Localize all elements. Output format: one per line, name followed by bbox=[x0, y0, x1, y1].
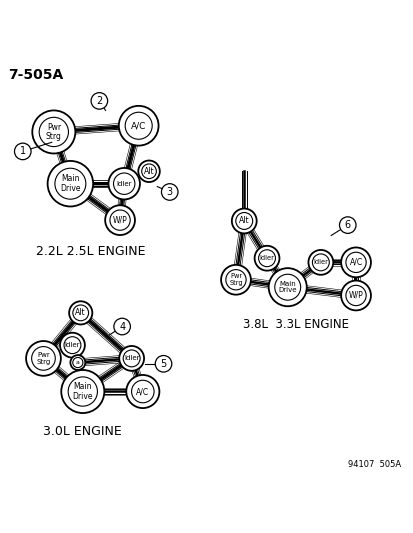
Text: W/P: W/P bbox=[112, 216, 127, 224]
Text: 2.2L 2.5L ENGINE: 2.2L 2.5L ENGINE bbox=[36, 245, 145, 257]
Text: Main
Drive: Main Drive bbox=[278, 281, 296, 294]
Circle shape bbox=[340, 247, 370, 277]
Text: Pwr
Strg: Pwr Strg bbox=[46, 123, 62, 141]
Text: Main
Drive: Main Drive bbox=[72, 382, 93, 401]
Text: Idler: Idler bbox=[116, 181, 132, 187]
Text: Idler: Idler bbox=[259, 255, 274, 261]
Text: 94107  505A: 94107 505A bbox=[348, 459, 401, 469]
Text: Idler: Idler bbox=[123, 356, 139, 361]
Text: Idler: Idler bbox=[64, 342, 80, 348]
Circle shape bbox=[60, 333, 85, 358]
Text: Alt: Alt bbox=[143, 167, 154, 176]
Circle shape bbox=[231, 208, 256, 233]
Circle shape bbox=[91, 93, 107, 109]
Circle shape bbox=[14, 143, 31, 160]
Circle shape bbox=[340, 280, 370, 310]
Circle shape bbox=[105, 205, 135, 235]
Text: 5: 5 bbox=[160, 359, 166, 369]
Text: A/C: A/C bbox=[131, 121, 146, 130]
Circle shape bbox=[254, 246, 279, 271]
Circle shape bbox=[61, 370, 104, 413]
Text: 3: 3 bbox=[166, 187, 172, 197]
Circle shape bbox=[26, 341, 61, 376]
Text: 7-505A: 7-505A bbox=[8, 68, 63, 82]
Circle shape bbox=[69, 301, 92, 325]
Circle shape bbox=[221, 265, 250, 295]
Text: 1: 1 bbox=[20, 147, 26, 156]
Text: 2: 2 bbox=[96, 96, 102, 106]
Text: Alt: Alt bbox=[75, 309, 86, 317]
Text: 4: 4 bbox=[119, 321, 125, 332]
Circle shape bbox=[119, 346, 144, 371]
Text: Pwr
Strg: Pwr Strg bbox=[229, 273, 242, 286]
Text: Main
Drive: Main Drive bbox=[60, 174, 81, 193]
Text: 3.8L  3.3L ENGINE: 3.8L 3.3L ENGINE bbox=[242, 318, 348, 331]
Text: 6: 6 bbox=[344, 220, 350, 230]
Text: A/C: A/C bbox=[136, 387, 149, 396]
Circle shape bbox=[114, 318, 130, 335]
Text: A/C: A/C bbox=[349, 258, 362, 267]
Circle shape bbox=[138, 160, 159, 182]
Circle shape bbox=[161, 184, 178, 200]
Text: a: a bbox=[76, 360, 80, 365]
Circle shape bbox=[32, 110, 75, 154]
Circle shape bbox=[308, 250, 332, 275]
Circle shape bbox=[47, 161, 93, 206]
Text: W/P: W/P bbox=[348, 291, 363, 300]
Circle shape bbox=[119, 106, 158, 146]
Circle shape bbox=[70, 355, 85, 370]
Text: Pwr
Strg: Pwr Strg bbox=[36, 352, 50, 365]
Circle shape bbox=[268, 268, 306, 306]
Text: Alt: Alt bbox=[238, 216, 249, 225]
Text: 3.0L ENGINE: 3.0L ENGINE bbox=[43, 425, 122, 438]
Text: Idler: Idler bbox=[313, 260, 328, 265]
Circle shape bbox=[126, 375, 159, 408]
Circle shape bbox=[155, 356, 171, 372]
Circle shape bbox=[339, 217, 355, 233]
Circle shape bbox=[108, 168, 140, 199]
